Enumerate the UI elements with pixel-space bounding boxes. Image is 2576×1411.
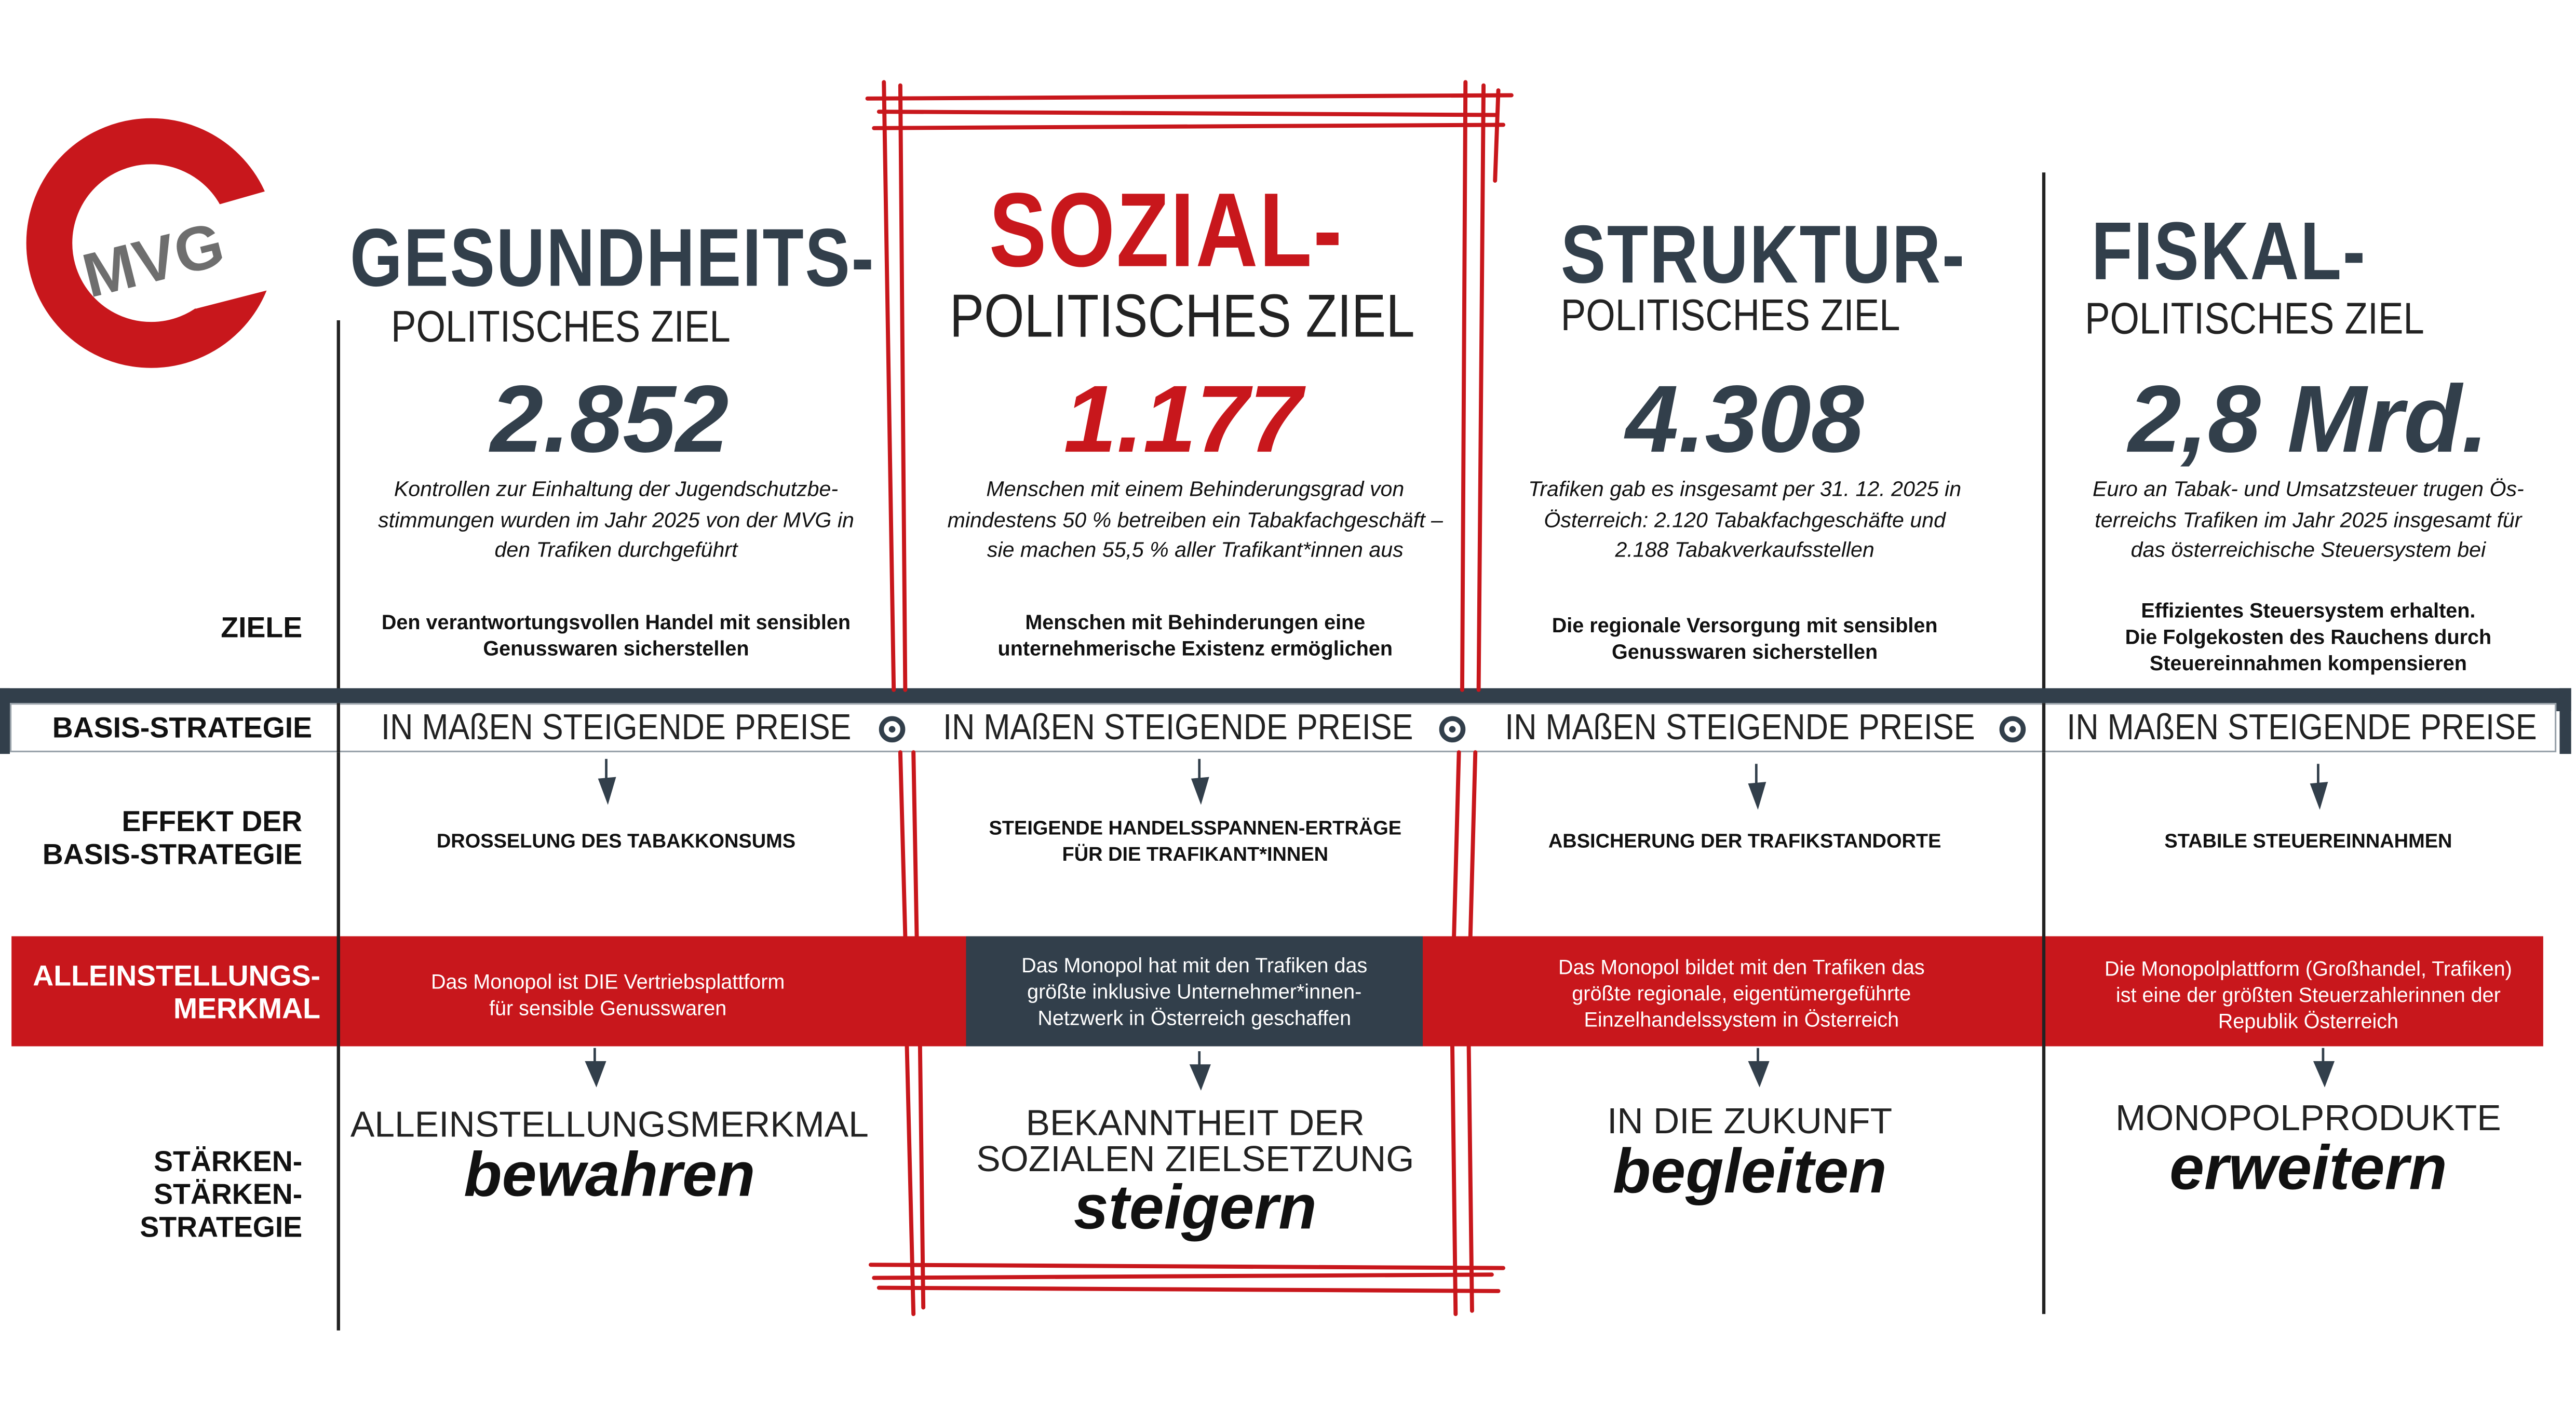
figure-description: Euro an Tabak- und Umsatzsteuer trugen Ö…: [2093, 476, 2524, 562]
effect-text: STEIGENDE HANDELSSPANNEN-ERTRÄGE FÜR DIE …: [989, 816, 1402, 866]
strategy-text: IN MAßEN STEIGENDE PREISE: [943, 706, 1413, 748]
strength-verb: bewahren: [464, 1141, 756, 1211]
strength-verb: steigern: [1073, 1174, 1317, 1244]
strength-heading: MONOPOLPRODUKTE: [2115, 1097, 2501, 1138]
arrow-down-icon: [585, 1048, 606, 1088]
strength-verb: erweitern: [2169, 1135, 2447, 1204]
column-title: FISKAL-: [2091, 205, 2367, 297]
arrow-down-icon: [598, 758, 616, 805]
column-divider: [2042, 936, 2045, 1047]
row-label-ziele: ZIELE: [221, 611, 303, 644]
mvg-logo: MVG: [26, 118, 286, 368]
effect-text: STABILE STEUEREINNAHMEN: [2164, 829, 2452, 853]
strategy-band: [9, 703, 2557, 753]
strategy-text: IN MAßEN STEIGENDE PREISE: [1505, 706, 1975, 748]
usp-text: Die Monopolplattform (Großhandel, Trafik…: [2105, 957, 2512, 1034]
band-edge: [0, 688, 10, 754]
arrow-down-icon: [1748, 764, 1766, 810]
effect-text: DROSSELUNG DES TABAKKONSUMS: [436, 829, 796, 853]
arrow-down-icon: [1191, 758, 1209, 805]
usp-text: Das Monopol hat mit den Trafiken das größ…: [1021, 954, 1368, 1030]
column-divider: [336, 320, 340, 1331]
band-edge: [2559, 688, 2571, 754]
column-title: STRUKTUR-: [1560, 208, 1966, 301]
usp-text: Das Monopol bildet mit den Trafiken das g…: [1558, 956, 1925, 1032]
strength-heading: IN DIE ZUKUNFT: [1607, 1100, 1893, 1142]
strategy-text: IN MAßEN STEIGENDE PREISE: [381, 706, 852, 748]
column-title: GESUNDHEITS-: [349, 212, 875, 304]
strength-heading: BEKANNTHEIT DER SOZIALEN ZIELSETZUNG: [976, 1102, 1414, 1179]
arrow-down-icon: [1748, 1048, 1770, 1088]
goal-text: Menschen mit Behinderungen eine unternehm…: [997, 611, 1393, 660]
usp-highlight: [966, 936, 1423, 1047]
usp-text: Das Monopol ist DIE Vertriebsplattform fü…: [430, 970, 785, 1020]
column-subtitle: POLITISCHES ZIEL: [391, 302, 731, 352]
column-subtitle: POLITISCHES ZIEL: [2085, 294, 2424, 344]
goal-text: Effizientes Steuersystem erhalten. Die Fo…: [2125, 599, 2492, 675]
figure-description: Kontrollen zur Einhaltung der Jugendschu…: [378, 476, 854, 562]
target-icon: [879, 716, 906, 743]
key-figure: 4.308: [1625, 366, 1864, 473]
goal-text: Den verantwortungsvollen Handel mit sens…: [381, 611, 851, 660]
key-figure: 1.177: [1063, 366, 1302, 473]
column-subtitle: POLITISCHES ZIEL: [1560, 291, 1900, 340]
row-label-staerken: STÄRKEN- STÄRKEN- STRATEGIE: [140, 1145, 303, 1244]
strength-heading: ALLEINSTELLUNGSMERKMAL: [350, 1104, 869, 1145]
column-divider: [2042, 703, 2045, 753]
column-subtitle: POLITISCHES ZIEL: [949, 282, 1415, 350]
effect-text: ABSICHERUNG DER TRAFIKSTANDORTE: [1548, 829, 1941, 853]
strength-verb: begleiten: [1612, 1138, 1887, 1208]
figure-description: Menschen mit einem Behinderungsgrad von m…: [947, 476, 1443, 562]
strategy-text: IN MAßEN STEIGENDE PREISE: [2067, 706, 2537, 748]
target-icon: [1439, 716, 1466, 743]
target-icon: [1999, 716, 2026, 743]
column-divider: [336, 936, 340, 1047]
column-title: SOZIAL-: [989, 171, 1343, 289]
row-label-effekt: EFFEKT DER BASIS-STRATEGIE: [42, 805, 303, 871]
arrow-down-icon: [2313, 1048, 2335, 1088]
figure-description: Trafiken gab es insgesamt per 31. 12. 20…: [1528, 476, 1962, 562]
key-figure: 2.852: [490, 366, 729, 473]
column-divider: [336, 703, 340, 753]
arrow-down-icon: [2310, 764, 2328, 810]
row-label-basis: BASIS-STRATEGIE: [52, 711, 313, 744]
arrow-down-icon: [1189, 1051, 1211, 1091]
row-label-usp: ALLEINSTELLUNGS- MERKMAL: [33, 959, 320, 1025]
key-figure: 2,8 Mrd.: [2128, 366, 2489, 473]
goal-text: Die regionale Versorgung mit sensiblen Ge…: [1552, 614, 1938, 664]
